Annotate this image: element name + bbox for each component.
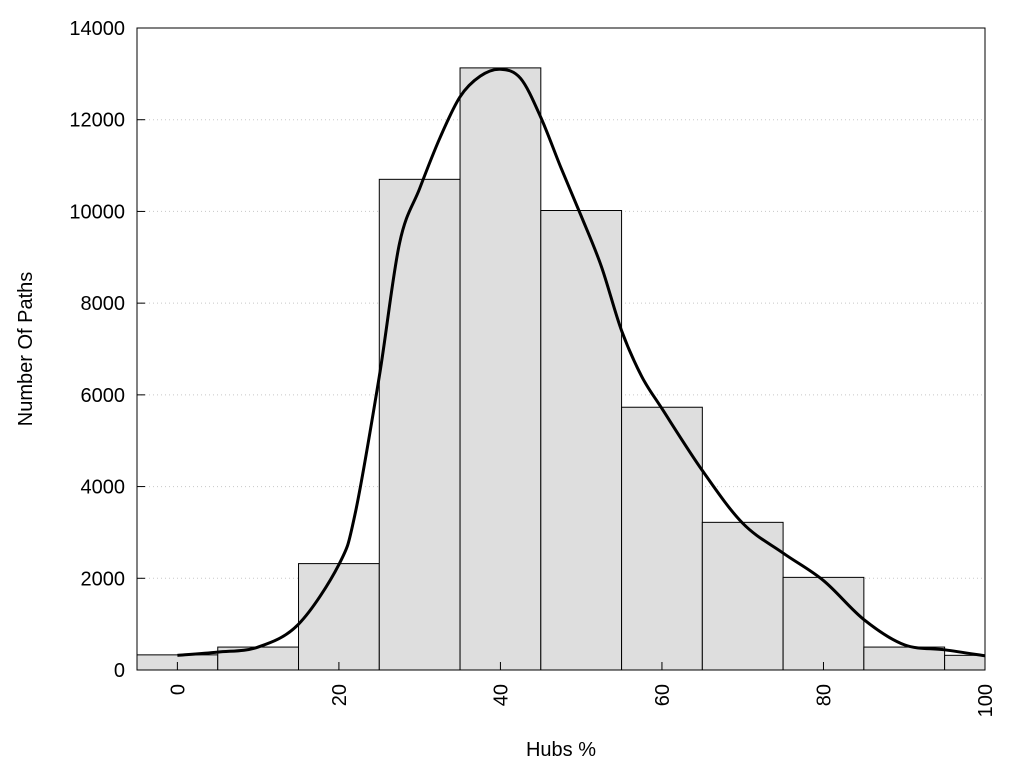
histogram-bar (863, 646, 946, 671)
density-curve-layer (177, 67, 986, 658)
density-curve (177, 67, 986, 658)
x-tick-label: 20 (329, 684, 351, 706)
y-tick-label: 0 (114, 660, 125, 682)
x-axis-ticks: 0 20 40 60 80 100 (167, 662, 997, 717)
y-axis-ticks: 0 2000 4000 6000 8000 10000 12000 14000 (69, 18, 145, 682)
y-axis-title: Number Of Paths (15, 272, 37, 427)
histogram-bar (782, 576, 865, 671)
histogram-bar (298, 563, 380, 671)
x-axis-title: Hubs % (526, 739, 596, 761)
histogram-bar (378, 178, 461, 671)
x-tick-label: 40 (490, 684, 512, 706)
plot-frame (136, 27, 986, 671)
x-tick-label: 80 (813, 684, 835, 706)
histogram-bar (701, 521, 784, 671)
histogram-bar (621, 406, 703, 671)
x-tick-label: 60 (652, 684, 674, 706)
histogram-bar (459, 67, 542, 671)
y-tick-label: 4000 (81, 477, 126, 499)
y-tick-label: 10000 (69, 201, 125, 223)
histogram-bars (136, 67, 986, 671)
x-tick-label: 100 (975, 684, 997, 717)
y-tick-label: 8000 (81, 293, 126, 315)
y-tick-label: 12000 (69, 110, 125, 132)
x-tick-label: 0 (167, 684, 189, 695)
histogram-bar (944, 654, 986, 671)
histogram-bar (540, 210, 623, 671)
y-tick-label: 6000 (81, 385, 126, 407)
y-tick-label: 14000 (69, 18, 125, 40)
y-tick-label: 2000 (81, 568, 126, 590)
